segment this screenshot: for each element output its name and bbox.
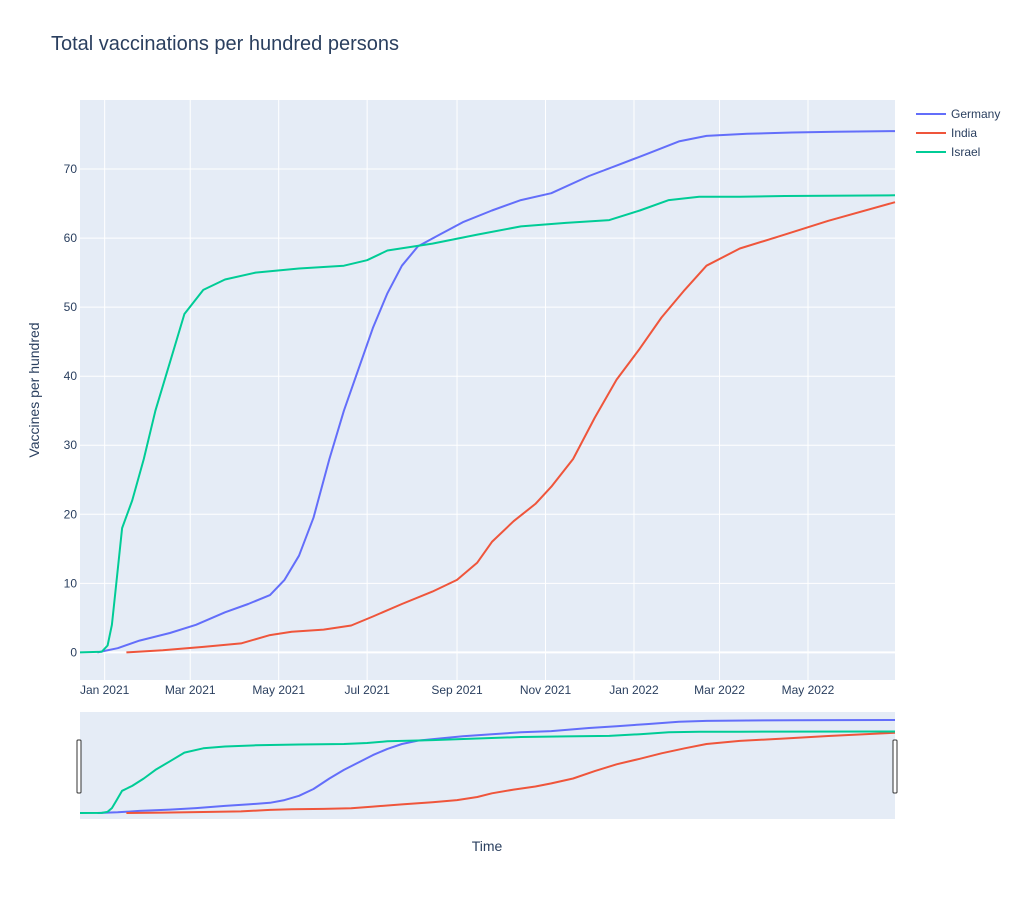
x-tick-label: Jan 2022 [609,683,659,697]
x-axis-title: Time [472,838,503,854]
y-tick-label: 30 [64,438,78,452]
range-slider[interactable] [80,712,895,819]
legend-label-germany: Germany [951,107,1000,121]
y-tick-label: 50 [64,300,78,314]
y-tick-label: 40 [64,369,78,383]
y-tick-label: 10 [64,576,78,590]
range-slider-line-india [126,731,896,814]
y-tick-label: 70 [64,162,78,176]
series-line-israel [79,194,896,654]
y-axis-title: Vaccines per hundred [26,322,42,457]
x-tick-label: Mar 2022 [694,683,745,697]
legend-item-india[interactable]: India [916,126,977,140]
y-tick-label: 20 [64,507,78,521]
series-lines [79,130,896,654]
chart-title: Total vaccinations per hundred persons [51,33,399,55]
legend-label-israel: Israel [951,145,980,159]
x-tick-label: Jul 2021 [344,683,390,697]
range-slider-line-germany [97,719,896,814]
legend-item-germany[interactable]: Germany [916,107,1000,121]
grid-lines [80,100,895,680]
x-tick-label: Nov 2021 [520,683,572,697]
x-axis-ticks: Jan 2021 Mar 2021 May 2021 Jul 2021 Sep 2021… [80,683,835,697]
range-slider-line-israel [79,730,896,814]
y-tick-label: 60 [64,231,78,245]
range-slider-right-handle[interactable] [892,739,898,794]
range-slider-left-handle[interactable] [76,739,82,794]
x-tick-label: Mar 2021 [165,683,216,697]
legend[interactable]: Germany India Israel [916,107,1000,159]
plot-area[interactable] [80,100,895,680]
range-slider-series [79,719,896,814]
x-tick-label: May 2022 [782,683,835,697]
x-tick-label: May 2021 [252,683,305,697]
series-line-india [126,201,896,654]
x-tick-label: Sep 2021 [431,683,483,697]
legend-item-israel[interactable]: Israel [916,145,980,159]
y-axis-ticks: 0 10 20 30 40 50 60 70 [64,162,78,659]
y-tick-label: 0 [70,645,77,659]
legend-label-india: India [951,126,977,140]
x-tick-label: Jan 2021 [80,683,130,697]
series-line-germany [97,130,896,654]
